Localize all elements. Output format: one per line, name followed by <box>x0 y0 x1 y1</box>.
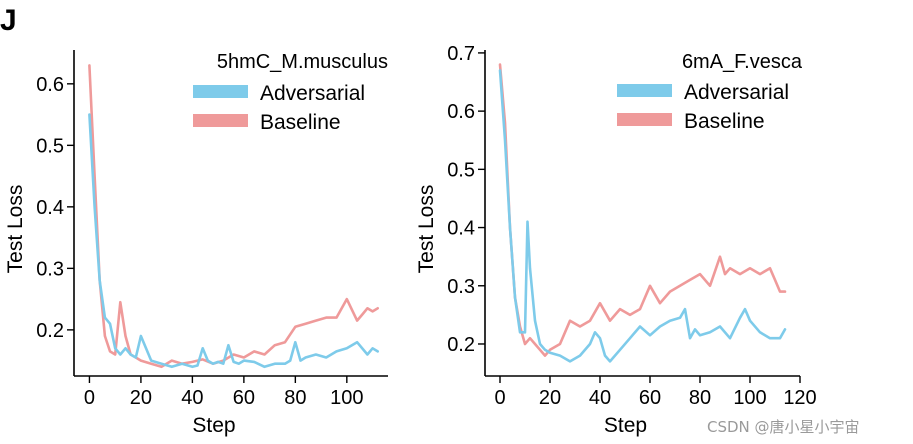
x-tick-label: 0 <box>84 387 95 409</box>
x-tick-label: 100 <box>330 387 363 409</box>
y-axis-label: Test Loss <box>415 185 438 274</box>
legend-swatch-adversarial <box>617 84 672 97</box>
series-line-adversarial <box>88 113 379 369</box>
legend-swatch-adversarial <box>193 85 248 98</box>
y-tick-label: 0.5 <box>36 135 64 157</box>
y-tick-label: 0.3 <box>36 258 64 280</box>
y-tick-label: 0.6 <box>36 74 64 96</box>
series-line-adversarial <box>498 69 787 363</box>
y-tick-label: 0.2 <box>36 320 64 342</box>
legend-label-baseline: Baseline <box>260 111 341 134</box>
chart-5hmc-m-musculus: 0.2 0.3 0.4 0.5 0.6 0 20 40 60 80 100 Step Test Loss… <box>4 50 388 437</box>
x-tick-label: 40 <box>589 387 611 409</box>
x-tick-label: 60 <box>639 387 661 409</box>
legend-label-baseline: Baseline <box>684 110 765 133</box>
y-tick-label: 0.3 <box>447 276 475 298</box>
x-tick-label: 0 <box>494 387 505 409</box>
x-tick-label: 20 <box>539 387 561 409</box>
legend-label-adversarial: Adversarial <box>684 81 789 104</box>
chart-6ma-f-vesca: 0.2 0.3 0.4 0.5 0.6 0.7 0 20 40 60 80 100 120 Step Tes… <box>415 43 817 437</box>
y-tick-label: 0.5 <box>447 159 475 181</box>
y-tick-label: 0.4 <box>36 197 64 219</box>
legend-swatch-baseline <box>617 113 672 126</box>
x-tick-label: 120 <box>783 387 816 409</box>
x-tick-label: 60 <box>233 387 255 409</box>
legend-title: 6mA_F.vesca <box>682 51 803 73</box>
x-axis-label: Step <box>604 414 647 437</box>
x-tick-label: 80 <box>284 387 306 409</box>
y-tick-label: 0.7 <box>447 43 475 65</box>
panel-label: J <box>0 4 17 37</box>
legend-title: 5hmC_M.musculus <box>217 51 388 73</box>
x-tick-label: 80 <box>689 387 711 409</box>
y-axis-label: Test Loss <box>4 185 27 274</box>
y-tick-label: 0.6 <box>447 101 475 123</box>
x-tick-label: 20 <box>130 387 152 409</box>
watermark-text: CSDN @唐小星小宇宙 <box>707 418 860 436</box>
y-tick-label: 0.4 <box>447 218 475 240</box>
y-tick-label: 0.2 <box>447 334 475 356</box>
legend-label-adversarial: Adversarial <box>260 82 365 105</box>
x-tick-label: 40 <box>181 387 203 409</box>
series-line-baseline <box>498 63 787 357</box>
x-tick-label: 100 <box>733 387 766 409</box>
x-axis-label: Step <box>192 414 235 437</box>
legend-swatch-baseline <box>193 114 248 127</box>
